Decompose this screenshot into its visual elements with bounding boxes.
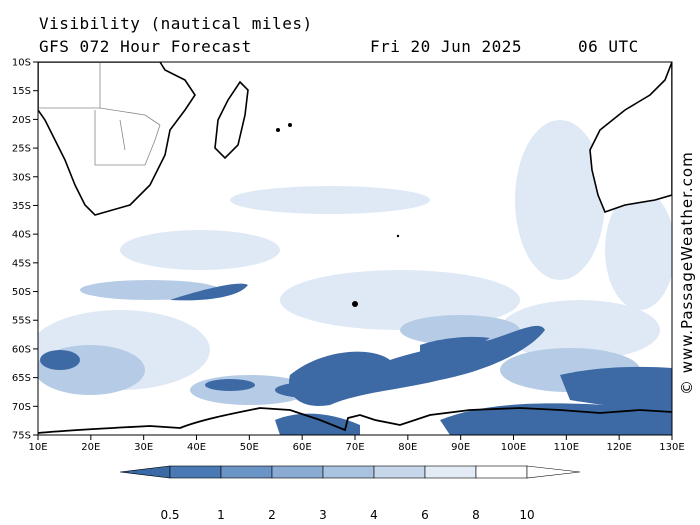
- chart-title: Visibility (nautical miles): [39, 14, 313, 33]
- lat-label: 35S: [12, 201, 31, 212]
- australia-land: [589, 62, 672, 214]
- legend-swatch: [271, 465, 324, 479]
- legend-swatch: [169, 465, 222, 479]
- lat-label: 40S: [12, 230, 31, 241]
- madagascar-land: [214, 80, 249, 160]
- lon-label: 20E: [81, 442, 100, 453]
- longitude-axis: 10E 20E 30E 40E 50E 60E 70E 80E 90E 100E 110E 120E 1…: [28, 435, 685, 453]
- lon-label: 60E: [293, 442, 312, 453]
- antarctica-land: [38, 407, 672, 434]
- lon-label: 110E: [554, 442, 579, 453]
- legend-label: 2: [268, 508, 276, 522]
- lon-label: 40E: [187, 442, 206, 453]
- lat-label: 60S: [12, 344, 31, 355]
- legend-swatch: [220, 465, 273, 479]
- legend-label: 4: [370, 508, 378, 522]
- forecast-time: 06 UTC: [578, 37, 639, 56]
- small-islands: [276, 123, 400, 307]
- legend-label: 3: [319, 508, 327, 522]
- lat-label: 70S: [12, 402, 31, 413]
- light-haze: [38, 120, 672, 390]
- forecast-date: Fri 20 Jun 2025: [370, 37, 522, 56]
- legend-swatch: [373, 465, 426, 479]
- africa-land: [38, 62, 196, 216]
- legend-label: 10: [519, 508, 535, 522]
- lat-label: 30S: [12, 172, 31, 183]
- legend-swatch: [322, 465, 375, 479]
- model-label: GFS 072 Hour Forecast: [39, 37, 252, 56]
- lat-label: 15S: [12, 86, 31, 97]
- legend-swatch: [475, 465, 528, 479]
- lon-label: 100E: [501, 442, 526, 453]
- legend-label: 1: [217, 508, 225, 522]
- lat-label: 65S: [12, 373, 31, 384]
- lat-label: 10S: [12, 58, 31, 69]
- legend-swatch: [119, 465, 171, 479]
- lat-label: 50S: [12, 287, 31, 298]
- lon-label: 120E: [606, 442, 631, 453]
- lat-label: 20S: [12, 115, 31, 126]
- lon-label: 50E: [240, 442, 259, 453]
- lon-label: 30E: [134, 442, 153, 453]
- legend-swatch: [424, 465, 477, 479]
- country-borders: [38, 62, 161, 166]
- legend-label: 0.5: [160, 508, 180, 522]
- lat-label: 55S: [12, 316, 31, 327]
- credit-text: © www.PassageWeather.com: [678, 151, 696, 395]
- latitude-axis: 10S 15S 20S 25S 30S 35S 40S 45S 50S 55S 60S 65S 70S 7…: [12, 58, 38, 442]
- legend-colorbar: [119, 465, 581, 479]
- lat-label: 45S: [12, 258, 31, 269]
- legend-swatch: [526, 465, 581, 479]
- lon-label: 70E: [345, 442, 364, 453]
- lon-label: 80E: [398, 442, 417, 453]
- lon-label: 10E: [28, 442, 47, 453]
- lat-label: 25S: [12, 144, 31, 155]
- lon-label: 90E: [451, 442, 470, 453]
- map-field: [38, 62, 672, 435]
- legend-label: 6: [421, 508, 429, 522]
- lon-label: 130E: [659, 442, 684, 453]
- legend-label: 8: [472, 508, 480, 522]
- lat-label: 75S: [12, 431, 31, 442]
